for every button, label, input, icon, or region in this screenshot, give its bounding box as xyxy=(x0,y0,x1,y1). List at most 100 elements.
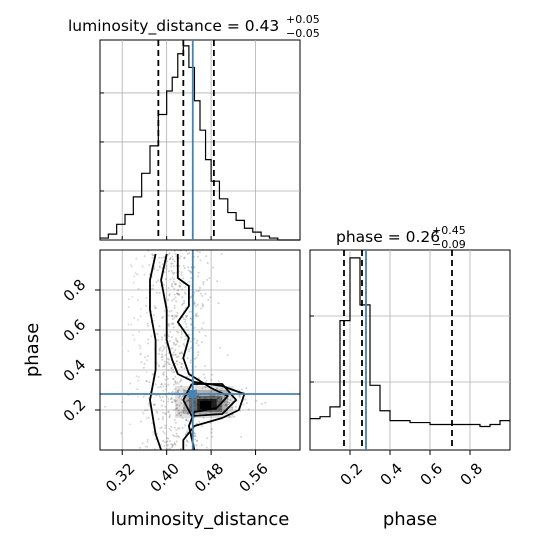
scatter-point xyxy=(174,252,177,255)
scatter-point xyxy=(162,373,165,375)
scatter-point xyxy=(180,271,183,274)
scatter-point xyxy=(180,398,183,401)
scatter-point xyxy=(161,358,164,361)
scatter-point xyxy=(150,335,153,337)
scatter-point xyxy=(181,302,184,305)
scatter-point xyxy=(146,445,149,448)
scatter-point xyxy=(137,379,140,382)
scatter-point xyxy=(173,314,176,317)
scatter-point xyxy=(162,315,165,318)
scatter-point xyxy=(152,284,155,287)
scatter-point xyxy=(169,256,172,259)
scatter-point xyxy=(198,396,201,399)
scatter-point xyxy=(153,268,156,271)
scatter-point xyxy=(227,398,229,401)
scatter-point xyxy=(238,396,241,399)
scatter-point xyxy=(174,296,177,299)
scatter-point xyxy=(137,376,140,378)
scatter-point xyxy=(164,424,167,427)
scatter-point xyxy=(197,394,200,397)
scatter-point xyxy=(165,260,168,263)
scatter-point xyxy=(177,292,180,295)
scatter-point xyxy=(185,326,188,329)
scatter-point xyxy=(175,337,177,340)
scatter-point xyxy=(195,290,198,292)
scatter-point xyxy=(175,339,178,342)
scatter-point xyxy=(178,345,181,348)
scatter-point xyxy=(162,440,165,442)
scatter-point xyxy=(187,333,190,336)
scatter-point xyxy=(211,435,214,438)
scatter-point xyxy=(211,395,214,397)
scatter-point xyxy=(216,397,219,400)
scatter-point xyxy=(181,409,184,412)
scatter-point xyxy=(176,311,179,314)
scatter-point xyxy=(144,445,147,448)
scatter-point xyxy=(167,411,170,414)
scatter-point xyxy=(184,338,187,341)
scatter-point xyxy=(200,341,203,344)
scatter-point xyxy=(172,351,175,354)
scatter-point xyxy=(182,318,185,321)
scatter-point xyxy=(165,385,168,388)
scatter-point xyxy=(216,400,219,402)
scatter-point xyxy=(142,396,145,398)
scatter-point xyxy=(203,376,206,379)
scatter-point xyxy=(160,257,163,259)
scatter-point xyxy=(255,399,258,402)
scatter-point xyxy=(182,407,185,409)
scatter-point xyxy=(173,418,176,421)
scatter-point xyxy=(180,336,183,339)
scatter-point xyxy=(240,388,243,391)
scatter-point xyxy=(130,265,133,268)
scatter-point xyxy=(170,425,173,428)
scatter-point xyxy=(197,275,200,278)
scatter-point xyxy=(156,432,159,435)
scatter-point xyxy=(171,401,174,404)
scatter-point xyxy=(183,267,186,269)
scatter-point xyxy=(172,343,175,345)
scatter-point xyxy=(174,382,177,385)
scatter-point xyxy=(186,329,189,332)
scatter-point xyxy=(173,370,176,373)
scatter-point xyxy=(217,302,220,305)
scatter-point xyxy=(172,378,175,380)
scatter-point xyxy=(210,428,213,431)
scatter-point xyxy=(197,314,199,317)
scatter-grid xyxy=(100,250,300,450)
scatter-point xyxy=(158,348,161,351)
scatter-point xyxy=(172,434,174,437)
scatter-point xyxy=(179,352,181,355)
scatter-point xyxy=(167,383,170,386)
scatter-point xyxy=(175,255,178,258)
scatter-point xyxy=(153,319,156,322)
scatter-point xyxy=(145,380,148,382)
scatter-point xyxy=(168,415,171,418)
scatter-point xyxy=(170,367,173,370)
scatter-point xyxy=(174,375,177,378)
scatter-point xyxy=(193,400,196,403)
scatter-point xyxy=(167,299,169,301)
scatter-point xyxy=(162,374,165,376)
scatter-point xyxy=(147,416,150,419)
scatter-point xyxy=(189,270,192,273)
scatter-point xyxy=(162,283,165,286)
scatter-truth-marker xyxy=(100,250,300,450)
scatter-point xyxy=(206,437,209,440)
scatter-point xyxy=(132,334,134,336)
scatter-point xyxy=(195,356,198,359)
scatter-point xyxy=(209,296,212,299)
scatter-point xyxy=(171,315,174,318)
scatter-point xyxy=(162,411,165,414)
scatter-point xyxy=(174,381,177,384)
scatter-point xyxy=(229,399,232,402)
scatter-point xyxy=(193,326,196,329)
scatter-point xyxy=(169,258,172,260)
scatter-point xyxy=(168,325,170,327)
scatter-point xyxy=(176,391,179,394)
scatter-point xyxy=(168,252,171,255)
scatter-point xyxy=(172,326,175,329)
scatter-density-block xyxy=(200,401,212,409)
scatter-point xyxy=(190,295,193,298)
scatter-point xyxy=(183,344,186,347)
